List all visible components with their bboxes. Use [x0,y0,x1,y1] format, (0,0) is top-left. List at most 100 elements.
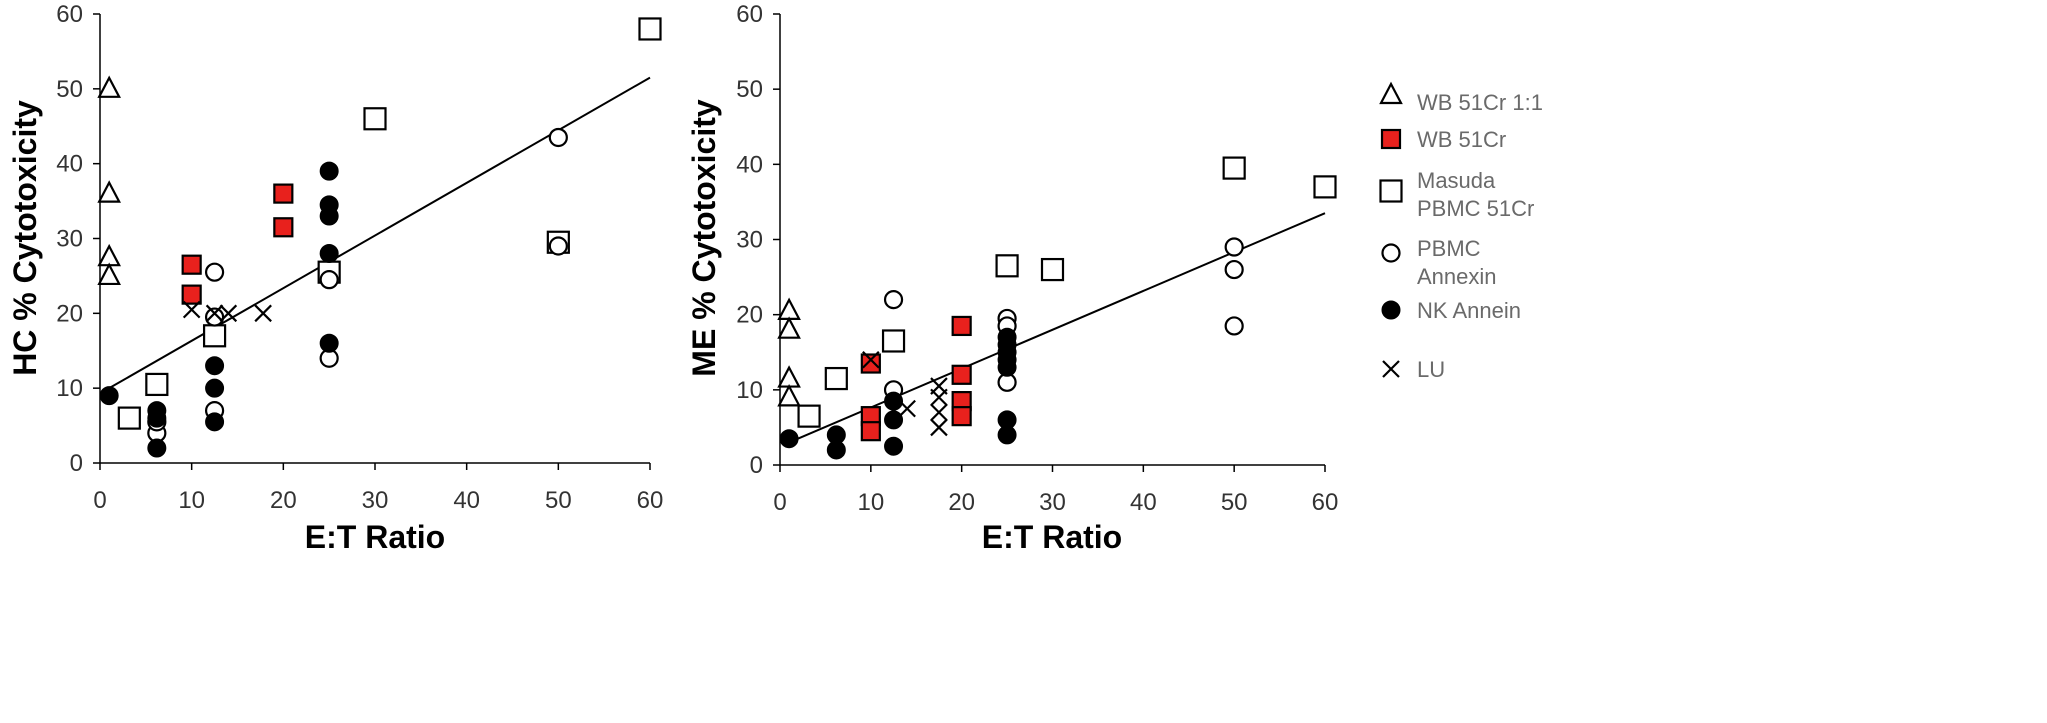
legend-marker-triangle [1379,81,1403,105]
hc-marks [97,17,662,458]
hc-x-tick-label: 20 [270,487,297,514]
hc-point-square [202,324,227,348]
legend-label: WB 51Cr [1417,127,1506,152]
hc-point-square-red [273,217,294,238]
me-point-cross [862,350,880,369]
me-point-circle [1224,237,1244,257]
legend-label: NK Annein [1417,298,1521,323]
hc-point-square [363,107,387,131]
me-chart: E:T Ratio ME % Cytotoxicity 0 10 20 30 40 50 6… [686,1,1338,555]
hc-point-cross [205,304,224,323]
hc-point-dot [99,386,119,406]
me-point-square [824,366,848,391]
hc-x-tick-label: 50 [545,487,572,514]
me-y-tick-label: 10 [736,377,763,404]
me-point-triangle [777,316,801,339]
me-x-tick-label: 30 [1039,489,1066,516]
legend-label: LU [1417,357,1445,382]
legend-label: Masuda [1417,168,1496,193]
me-point-triangle [777,365,801,388]
hc-point-dot [205,378,225,398]
hc-y-tick-label: 50 [56,76,83,103]
hc-point-circle [319,270,339,290]
legend-label: PBMC 51Cr [1417,196,1534,221]
legend-marker-circle [1381,243,1401,263]
hc-point-circle [548,236,568,256]
hc-point-triangle [97,262,121,286]
me-x-tick-label: 20 [948,489,975,516]
hc-point-circle [204,262,225,282]
hc-point-cross [254,304,272,323]
hc-x-axis-title: E:T Ratio [305,519,445,555]
hc-point-circle [204,307,225,327]
hc-point-dot [147,408,167,428]
me-point-square [1313,175,1337,199]
me-point-circle [1224,259,1244,280]
me-y-tick-label: 0 [750,452,763,479]
hc-chart: E:T Ratio HC % Cytotoxicity 0 10 20 30 40 50 6… [7,1,663,555]
hc-point-triangle [97,75,121,98]
hc-point-dot [319,206,339,226]
hc-point-triangle [97,180,121,203]
legend-marker-square-red [1380,128,1402,150]
me-x-axis-title: E:T Ratio [982,519,1122,555]
hc-y-tick-label: 30 [56,226,83,253]
me-y-tick-label: 30 [736,227,763,254]
me-point-triangle [777,297,801,321]
me-point-dot [779,429,799,449]
me-point-cross [898,399,916,418]
me-point-square-red [951,406,972,427]
me-point-dot [826,440,846,460]
hc-y-axis-title: HC % Cytotoxicity [7,100,43,376]
me-point-square-red [860,353,881,374]
hc-y-tick-label: 10 [56,375,83,402]
hc-point-dot [205,412,225,432]
legend-marker-cross [1382,360,1400,378]
me-point-dot [884,391,904,411]
me-point-square-red [860,421,881,442]
me-point-square-red [951,315,972,337]
me-point-dot [884,410,904,430]
me-point-square [1040,257,1065,282]
hc-point-square [117,406,141,430]
hc-point-square [638,17,662,41]
hc-point-circle [548,127,568,148]
me-y-tick-label: 40 [736,151,763,178]
hc-point-cross [219,304,238,323]
me-point-square [797,404,821,428]
legend: WB 51Cr 1:1 WB 51Cr Masuda PBMC 51Cr PBMC Ann… [1379,81,1543,382]
me-point-square [881,329,906,353]
me-x-tick-label: 0 [773,489,786,516]
legend-label: Annexin [1417,264,1497,289]
me-ticks: 0 10 20 30 40 50 60 0 10 20 30 40 50 60 [736,1,1338,516]
hc-point-dot [319,243,339,263]
hc-point-dot [319,161,339,181]
legend-marker-square [1379,179,1403,203]
me-point-dot [997,357,1017,377]
me-y-axis-title: ME % Cytotoxicity [686,99,722,377]
hc-x-tick-label: 40 [453,487,480,514]
me-point-square [995,254,1019,278]
hc-point-dot [147,438,167,458]
me-y-tick-label: 50 [736,76,763,103]
me-point-dot [997,425,1017,445]
me-y-tick-label: 20 [736,302,763,329]
me-point-square-red [951,364,972,385]
me-point-cross [930,403,948,422]
hc-point-dot [319,333,339,353]
me-point-triangle [777,383,801,407]
hc-y-tick-label: 0 [70,450,83,477]
hc-point-square-red [181,254,202,275]
hc-y-tick-label: 60 [56,1,83,28]
me-marks [777,156,1337,460]
legend-label: WB 51Cr 1:1 [1417,90,1543,115]
hc-point-dot [205,356,225,376]
legend-label: PBMC [1417,236,1481,261]
me-x-tick-label: 40 [1130,489,1157,516]
hc-x-tick-label: 10 [178,487,205,514]
hc-point-square-red [273,183,294,204]
me-point-cross [930,418,948,437]
hc-y-tick-label: 20 [56,300,83,327]
me-point-cross [930,388,948,407]
